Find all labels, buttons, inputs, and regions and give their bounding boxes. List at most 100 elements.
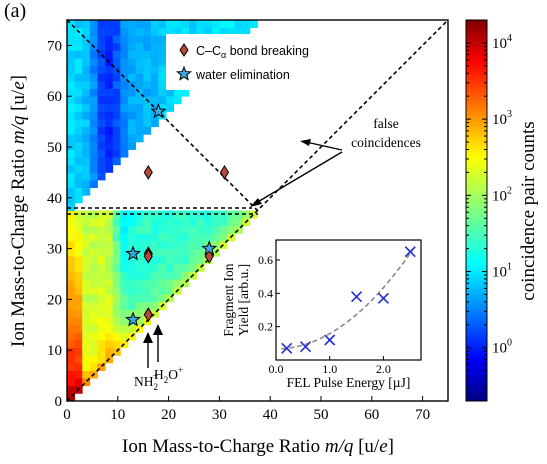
heatmap-cell xyxy=(158,42,167,51)
heatmap-cell xyxy=(74,119,83,128)
heatmap-cell xyxy=(89,20,98,29)
heatmap-cell xyxy=(89,157,98,166)
colorbar: 100 101 102 103 104 coincidence pair counts xyxy=(465,19,539,402)
heatmap-cell xyxy=(135,35,144,44)
plot-frame xyxy=(66,19,449,402)
heatmap-cell xyxy=(112,294,121,303)
heatmap-cell xyxy=(89,96,98,105)
h2o-arrowhead xyxy=(153,324,163,335)
heatmap-cell xyxy=(97,73,106,82)
heatmap-cell xyxy=(143,35,152,44)
heatmap-cell xyxy=(74,111,83,120)
heatmap-cell xyxy=(67,80,76,89)
heatmap-cell xyxy=(166,279,175,288)
heatmap-cell xyxy=(105,324,114,333)
heatmap-cell xyxy=(135,88,144,97)
inset-x-axis-label: FEL Pulse Energy [µJ] xyxy=(287,375,411,390)
heatmap-cell xyxy=(97,149,106,158)
heatmap-cell xyxy=(97,88,106,97)
legend-star-icon xyxy=(176,65,192,81)
heatmap-cell xyxy=(127,42,136,51)
heatmap-cell xyxy=(67,126,76,135)
heatmap-cell xyxy=(67,88,76,97)
heatmap-cell xyxy=(166,96,175,105)
heatmap-cell xyxy=(120,263,129,272)
heatmap-cell xyxy=(82,370,91,379)
heatmap-cell xyxy=(67,35,76,44)
heatmap-cell xyxy=(74,362,83,371)
heatmap-cell xyxy=(74,187,83,196)
heatmap-cell xyxy=(82,73,91,82)
heatmap-cell xyxy=(166,210,175,219)
heatmap-cell xyxy=(82,180,91,189)
heatmap-cell xyxy=(173,88,182,97)
heatmap-cell xyxy=(105,20,114,29)
heatmap-cell xyxy=(150,309,159,318)
heatmap-cell xyxy=(74,324,83,333)
heatmap-cell xyxy=(97,271,106,280)
colorbar-gradient xyxy=(465,19,488,402)
heatmap-cell xyxy=(112,225,121,234)
heatmap-cell xyxy=(242,27,251,36)
heatmap-cell xyxy=(112,58,121,67)
heatmap-cell xyxy=(67,134,76,143)
heatmap-cell xyxy=(135,218,144,227)
heatmap-cell xyxy=(89,103,98,112)
heatmap-cell xyxy=(74,157,83,166)
heatmap-cell xyxy=(158,286,167,295)
heatmap-cell xyxy=(150,240,159,249)
heatmap-cell xyxy=(127,50,136,59)
heatmap-cell xyxy=(82,164,91,173)
heatmap-cell xyxy=(89,126,98,135)
heatmap-cell xyxy=(105,42,114,51)
heatmap-cell xyxy=(166,103,175,112)
heatmap-cell xyxy=(97,332,106,341)
heatmap-cell xyxy=(89,317,98,326)
heatmap-cell xyxy=(166,218,175,227)
heatmap-cell xyxy=(112,233,121,242)
heatmap-cell xyxy=(150,286,159,295)
heatmap-cell xyxy=(112,73,121,82)
heatmap-cell xyxy=(211,225,220,234)
heatmap-cell xyxy=(173,210,182,219)
heatmap-cell xyxy=(97,225,106,234)
heatmap-cell xyxy=(112,134,121,143)
heatmap-cell xyxy=(188,256,197,265)
heatmap-cell xyxy=(143,42,152,51)
heatmap-cell xyxy=(67,149,76,158)
heatmap-cell xyxy=(112,309,121,318)
heatmap-cell xyxy=(82,362,91,371)
heatmap-cell xyxy=(188,263,197,272)
legend-box xyxy=(166,34,342,90)
inset-x-tick-label: 1.0 xyxy=(322,362,337,376)
heatmap-cell xyxy=(89,332,98,341)
legend-entry-bond-breaking: C–Cα bond breaking xyxy=(196,44,309,60)
heatmap-cell xyxy=(89,248,98,257)
heatmap-cell xyxy=(82,263,91,272)
heatmap-cell xyxy=(97,65,106,74)
heatmap-cell xyxy=(143,58,152,67)
heatmap-cell xyxy=(105,126,114,135)
heatmap-cell xyxy=(127,103,136,112)
star-marker xyxy=(201,240,218,256)
heatmap-cell xyxy=(166,263,175,272)
colorbar-tick-label: 104 xyxy=(492,33,512,52)
heatmap-cell xyxy=(135,42,144,51)
heatmap-cell xyxy=(74,134,83,143)
heatmap-cell xyxy=(143,263,152,272)
heatmap-cell xyxy=(112,50,121,59)
heatmap-cell xyxy=(105,271,114,280)
heatmap-cell xyxy=(97,362,106,371)
heatmap-cell xyxy=(82,172,91,181)
heatmap-cell xyxy=(82,96,91,105)
heatmap-cell xyxy=(89,225,98,234)
heatmap-cell xyxy=(135,65,144,74)
heatmap-cell xyxy=(82,355,91,364)
heatmap-cell xyxy=(89,286,98,295)
inset-y-tick-label: 0.2 xyxy=(258,320,273,334)
heatmap-cell xyxy=(74,347,83,356)
heatmap-cell xyxy=(181,27,190,36)
heatmap-cell xyxy=(135,271,144,280)
heatmap-cell xyxy=(74,279,83,288)
heatmap-cell xyxy=(181,218,190,227)
